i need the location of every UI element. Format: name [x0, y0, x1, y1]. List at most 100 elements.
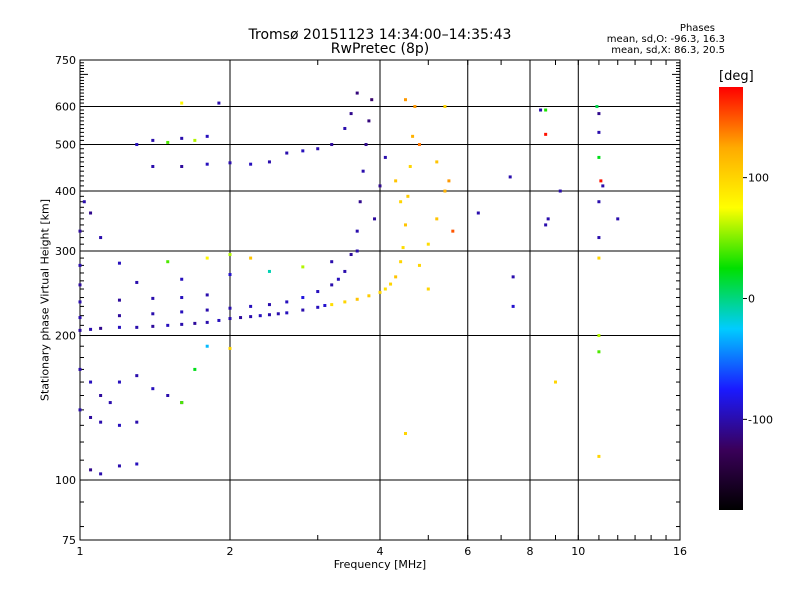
data-point: [180, 401, 184, 405]
data-point: [443, 189, 447, 193]
data-point: [373, 217, 377, 221]
data-point: [394, 275, 398, 279]
data-point: [358, 200, 362, 204]
data-point: [249, 315, 253, 319]
data-point: [285, 151, 289, 155]
y-tick-label: 500: [55, 139, 76, 152]
data-point: [355, 91, 359, 95]
data-point: [205, 134, 209, 138]
data-point: [276, 312, 280, 316]
data-point: [601, 184, 605, 188]
data-point: [89, 211, 93, 215]
y-tick-label: 200: [55, 330, 76, 343]
data-point: [599, 179, 603, 183]
data-point: [301, 265, 305, 269]
data-point: [89, 468, 93, 472]
stats-x-mode: mean, sd,X: 86.3, 20.5: [611, 45, 725, 56]
data-point: [135, 374, 139, 378]
data-point: [78, 300, 82, 304]
data-point: [180, 296, 184, 300]
data-point: [89, 415, 93, 419]
data-point: [383, 287, 387, 291]
data-point: [403, 98, 407, 102]
data-point: [301, 296, 305, 300]
data-point: [597, 200, 601, 204]
data-point: [166, 140, 170, 144]
x-tick-label: 2: [227, 545, 234, 558]
data-point: [330, 303, 334, 307]
data-point: [151, 138, 155, 142]
data-point: [301, 308, 305, 312]
y-tick-label: 400: [55, 185, 76, 198]
x-axis-label: Frequency [MHz]: [333, 558, 427, 571]
data-point: [99, 236, 103, 240]
data-point: [511, 275, 515, 279]
colorbar: [719, 87, 743, 510]
data-point: [553, 380, 557, 384]
y-tick-label: 100: [55, 474, 76, 487]
data-point: [285, 300, 289, 304]
data-point: [180, 322, 184, 326]
y-tick-label: 75: [62, 534, 76, 547]
data-point: [117, 325, 121, 329]
data-point: [544, 223, 548, 227]
data-point: [151, 312, 155, 316]
stats-o-mode: mean, sd,O: -96.3, 16.3: [606, 34, 725, 45]
data-point: [89, 380, 93, 384]
data-point: [267, 269, 271, 273]
x-tick-label: 10: [571, 545, 585, 558]
data-point: [166, 394, 170, 398]
data-point: [316, 290, 320, 294]
data-point: [389, 282, 393, 286]
data-point: [99, 472, 103, 476]
data-point: [249, 304, 253, 308]
data-point: [151, 296, 155, 300]
data-point: [597, 112, 601, 116]
y-axis-label: Stationary phase Virtual Height [km]: [38, 198, 52, 402]
data-point: [343, 269, 347, 273]
data-point: [166, 260, 170, 264]
data-point: [349, 253, 353, 257]
data-point: [135, 325, 139, 329]
data-point: [355, 249, 359, 253]
data-point: [78, 283, 82, 287]
y-tick-label: 600: [55, 101, 76, 114]
data-point: [228, 273, 232, 277]
data-point: [151, 387, 155, 391]
data-point: [597, 130, 601, 134]
x-tick-label: 8: [527, 545, 534, 558]
data-point: [89, 327, 93, 331]
colorbar-tick-label: 0: [748, 293, 755, 306]
data-point: [249, 162, 253, 166]
chart-subtitle: RwPretec (8p): [330, 41, 430, 57]
data-point: [99, 420, 103, 424]
data-point: [117, 423, 121, 427]
data-point: [343, 126, 347, 130]
data-point: [597, 454, 601, 458]
data-point: [117, 464, 121, 468]
data-point: [413, 105, 417, 109]
data-point: [597, 256, 601, 260]
data-point: [558, 189, 562, 193]
data-point: [451, 229, 455, 233]
data-point: [205, 308, 209, 312]
data-point: [205, 344, 209, 348]
data-point: [330, 143, 334, 147]
x-tick-label: 4: [377, 545, 384, 558]
data-point: [135, 143, 139, 147]
data-point: [205, 293, 209, 297]
data-point: [411, 134, 415, 138]
data-point: [355, 297, 359, 301]
data-point: [511, 304, 515, 308]
data-point: [544, 132, 548, 136]
data-point: [166, 323, 170, 327]
data-point: [285, 311, 289, 315]
data-point: [151, 164, 155, 168]
data-point: [205, 162, 209, 166]
data-point: [364, 143, 368, 147]
x-tick-label: 1: [77, 545, 84, 558]
data-point: [228, 306, 232, 310]
data-point: [205, 256, 209, 260]
data-point: [403, 432, 407, 436]
data-point: [508, 175, 512, 179]
